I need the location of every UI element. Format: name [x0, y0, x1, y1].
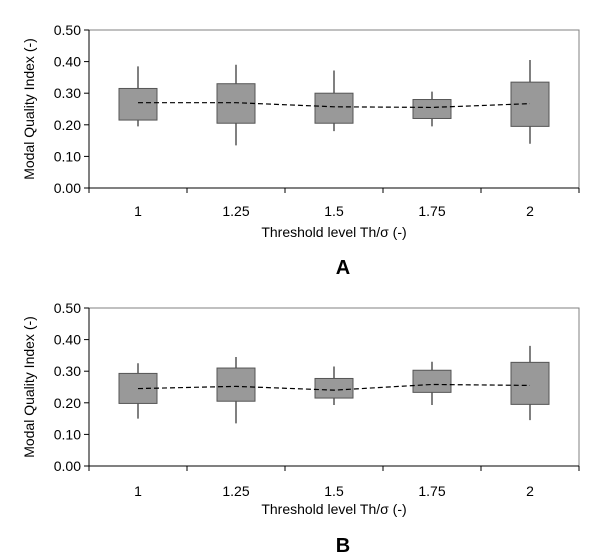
- y-tick-label: 0.40: [54, 54, 81, 70]
- y-axis-label: Modal Quality Index (-): [21, 38, 37, 180]
- box: [314, 377, 354, 399]
- x-tick-label: 1.5: [324, 203, 344, 219]
- x-axis-label: Threshold level Th/σ (-): [261, 501, 406, 517]
- y-tick-label: 0.00: [54, 180, 81, 196]
- y-tick-label: 0.50: [54, 22, 81, 38]
- x-tick-label: 1.25: [222, 483, 249, 499]
- y-tick-label: 0.40: [54, 332, 81, 348]
- box: [412, 369, 452, 393]
- x-tick-label: 1.5: [324, 483, 344, 499]
- x-tick-label: 2: [526, 483, 534, 499]
- y-tick-label: 0.20: [54, 395, 81, 411]
- y-tick-label: 0.10: [54, 426, 81, 442]
- x-tick-label: 1.75: [418, 483, 445, 499]
- panel-label: A: [336, 257, 350, 279]
- box: [510, 361, 550, 405]
- box: [118, 87, 158, 121]
- y-tick-label: 0.50: [54, 300, 81, 316]
- y-axis-label: Modal Quality Index (-): [21, 316, 37, 458]
- x-axis-label: Threshold level Th/σ (-): [261, 224, 406, 240]
- chart-panel-b: 0.00 0.10 0.20 0.30 0.40 0.50 1 1.25 1.5 1.75 2 Thr…: [21, 300, 580, 557]
- y-tick-label: 0.10: [54, 148, 81, 164]
- x-tick-label: 1: [134, 483, 142, 499]
- y-tick-label: 0.30: [54, 85, 81, 101]
- y-tick-label: 0.00: [54, 458, 81, 474]
- chart-panel-a: 0.00 0.10 0.20 0.30 0.40 0.50 1 1.25 1.5 1.75 2 Thr…: [21, 22, 580, 279]
- mean-line: [137, 383, 531, 391]
- panel-label: B: [336, 535, 350, 557]
- x-tick-label: 1: [134, 203, 142, 219]
- x-tick-label: 1.25: [222, 203, 249, 219]
- x-tick-label: 2: [526, 203, 534, 219]
- y-tick-label: 0.20: [54, 117, 81, 133]
- x-tick-label: 1.75: [418, 203, 445, 219]
- box: [412, 99, 452, 119]
- mean-line: [138, 102, 531, 109]
- y-tick-label: 0.30: [54, 363, 81, 379]
- box: [216, 367, 256, 402]
- box: [314, 92, 354, 124]
- box: [216, 83, 256, 124]
